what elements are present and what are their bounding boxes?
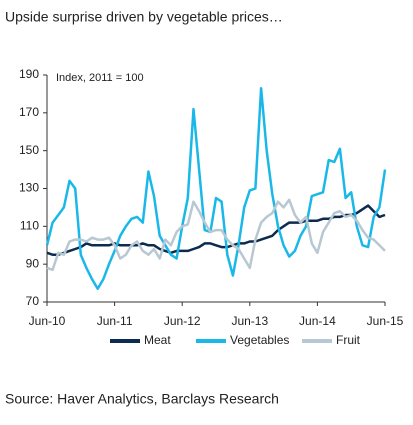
y-tick-label: 170 bbox=[19, 105, 39, 119]
y-tick-label: 110 bbox=[20, 219, 39, 233]
y-tick-label: 190 bbox=[19, 67, 39, 81]
x-tick-label: Jun-10 bbox=[29, 314, 66, 328]
y-tick-label: 130 bbox=[19, 181, 39, 195]
x-tick-label: Jun-11 bbox=[97, 314, 133, 328]
y-tick-label: 150 bbox=[19, 143, 39, 157]
y-tick-label: 70 bbox=[26, 294, 40, 308]
x-tick-label: Jun-14 bbox=[299, 314, 336, 328]
legend-label: Fruit bbox=[336, 333, 361, 347]
annotation: Index, 2011 = 100 bbox=[56, 72, 144, 84]
legend-label: Vegetables bbox=[230, 333, 289, 347]
source: Source: Haver Analytics, Barclays Resear… bbox=[5, 391, 279, 407]
x-tick-label: Jun-13 bbox=[231, 314, 268, 328]
x-tick-label: Jun-15 bbox=[367, 314, 404, 328]
y-tick-label: 90 bbox=[26, 256, 40, 270]
line-series bbox=[45, 86, 387, 291]
x-tick-label: Jun-12 bbox=[164, 314, 201, 328]
legend-label: Meat bbox=[144, 333, 171, 347]
line-series bbox=[46, 204, 386, 256]
chart-title: Upside surprise driven by vegetable pric… bbox=[5, 9, 283, 25]
line-series bbox=[46, 198, 386, 272]
